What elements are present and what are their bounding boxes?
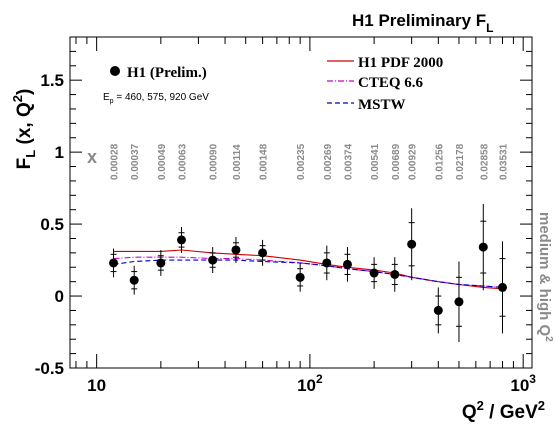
data-marker xyxy=(407,239,417,249)
data-marker xyxy=(390,269,400,279)
x-tick-label: 10 xyxy=(87,376,106,395)
x-value-label: 0.00148 xyxy=(259,143,270,180)
x-value-label: 0.00028 xyxy=(110,143,121,180)
beam-energy-label: Ep = 460, 575, 920 GeV xyxy=(103,92,209,105)
data-marker xyxy=(433,305,443,315)
curve-mstw xyxy=(113,259,503,288)
data-marker xyxy=(231,245,241,255)
theory-curves xyxy=(113,249,503,290)
data-point xyxy=(322,245,332,281)
x-axis-ticks: 10 102 103 xyxy=(75,37,536,395)
data-point xyxy=(498,241,508,334)
data-marker xyxy=(129,275,139,285)
data-point xyxy=(177,226,187,253)
data-marker xyxy=(109,258,119,268)
data-marker xyxy=(208,255,218,265)
x-value-label: 0.00037 xyxy=(130,143,141,180)
legend-label-h1pdf: H1 PDF 2000 xyxy=(358,55,443,71)
data-point xyxy=(342,247,352,282)
model-legend: H1 PDF 2000 CTEQ 6.6 MSTW xyxy=(327,55,443,113)
y-tick-label: 0.5 xyxy=(40,215,64,234)
x-value-label: 0.00929 xyxy=(408,143,419,180)
data-point xyxy=(369,257,379,289)
plot-frame xyxy=(69,36,533,369)
x-value-label: 0.01256 xyxy=(434,143,445,180)
data-marker xyxy=(478,242,488,252)
side-label: medium & high Q2 xyxy=(536,212,554,342)
chart-header-title: H1 Preliminary FL xyxy=(352,11,494,35)
data-legend: H1 (Prelim.) Ep = 460, 575, 920 GeV xyxy=(103,65,209,105)
data-point xyxy=(454,261,464,343)
y-tick-label: 1.5 xyxy=(40,71,64,90)
data-marker xyxy=(454,297,464,307)
x-value-label: 0.00114 xyxy=(232,144,243,180)
y-tick-label: -0.5 xyxy=(35,359,64,378)
data-point xyxy=(295,262,305,292)
data-point xyxy=(407,208,417,281)
data-marker xyxy=(342,259,352,269)
data-point xyxy=(129,265,139,295)
data-point xyxy=(109,248,119,278)
x-value-label: 0.02858 xyxy=(479,143,490,180)
x-value-label: 0.03531 xyxy=(499,143,510,180)
data-marker xyxy=(369,268,379,278)
x-value-label: 0.00063 xyxy=(178,143,189,180)
y-axis-label: FL (x, Q2) xyxy=(10,89,38,170)
x-value-label: 0.00541 xyxy=(370,143,381,180)
x-value-label: 0.00374 xyxy=(343,143,354,180)
x-value-label: 0.00269 xyxy=(323,143,334,180)
data-point xyxy=(478,203,488,291)
x-value-label: 0.00090 xyxy=(209,143,220,180)
x-tick-label: 103 xyxy=(510,372,536,395)
data-point xyxy=(156,249,166,276)
data-marker xyxy=(156,258,166,268)
data-marker xyxy=(258,248,268,258)
legend-label-cteq: CTEQ 6.6 xyxy=(358,75,424,91)
legend-label-mstw: MSTW xyxy=(358,97,406,113)
data-legend-label: H1 (Prelim.) xyxy=(127,65,207,81)
bjorken-x-labels: 0.00028 0.00037 0.00049 0.00063 0.00090 0.001… xyxy=(110,143,510,180)
x-value-label: 0.00049 xyxy=(157,143,168,180)
x-value-label: 0.00235 xyxy=(296,143,307,180)
data-point xyxy=(231,237,241,263)
data-marker xyxy=(295,272,305,282)
y-tick-label: 0 xyxy=(55,287,64,306)
x-tick-label: 102 xyxy=(297,372,323,395)
y-axis-ticks: -0.5 0 0.5 1 1.5 xyxy=(35,50,532,378)
x-value-label: 0.02178 xyxy=(455,143,466,180)
data-point xyxy=(433,287,443,334)
data-marker xyxy=(177,235,187,245)
data-point xyxy=(208,247,218,274)
data-points xyxy=(109,203,508,343)
data-marker xyxy=(322,258,332,268)
y-tick-label: 1 xyxy=(55,143,64,162)
data-point xyxy=(390,257,400,292)
x-value-label: 0.00689 xyxy=(391,143,402,180)
x-axis-label: Q2 / GeV2 xyxy=(462,398,545,423)
data-legend-marker xyxy=(110,66,120,76)
data-point xyxy=(258,239,268,266)
data-marker xyxy=(498,282,508,292)
x-marker-label: x xyxy=(87,147,97,167)
